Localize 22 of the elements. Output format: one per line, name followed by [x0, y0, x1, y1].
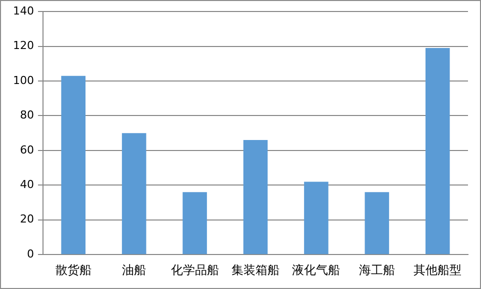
y-tick-label: 120 [12, 39, 34, 52]
x-tick-label: 油船 [122, 262, 146, 277]
bar [304, 182, 328, 254]
x-tick-label: 液化气船 [292, 262, 340, 277]
y-tick-label: 0 [26, 247, 34, 260]
x-tick-label: 化学品船 [170, 262, 219, 277]
y-tick-label: 80 [20, 108, 34, 122]
bar [426, 48, 450, 254]
x-tick-label: 海工船 [358, 262, 395, 277]
y-tick-label: 140 [12, 4, 34, 18]
bar [364, 192, 390, 254]
bar [182, 192, 207, 254]
y-tick-label: 100 [12, 74, 34, 87]
y-tick-label: 20 [20, 212, 34, 226]
y-tick-label: 60 [20, 143, 34, 156]
bar [243, 140, 268, 254]
bar [61, 76, 86, 254]
x-tick-label: 其他船型 [414, 262, 462, 277]
x-tick-label: 集装箱船 [232, 262, 280, 277]
x-tick-label: 散货船 [55, 262, 92, 277]
bar [122, 133, 146, 254]
y-tick-label: 40 [20, 178, 34, 192]
